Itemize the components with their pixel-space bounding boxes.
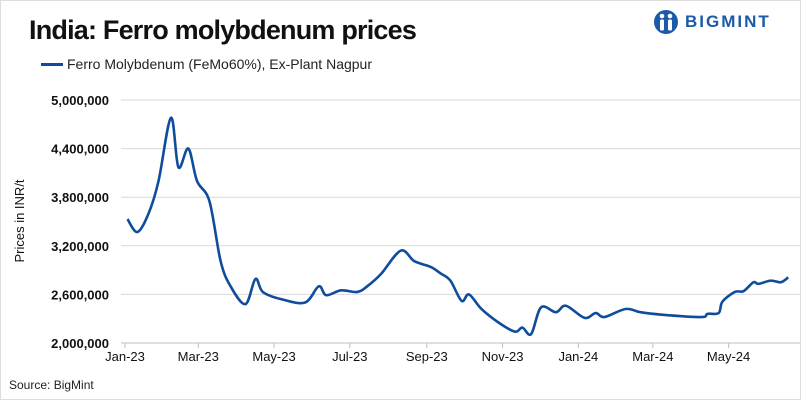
chart-title: India: Ferro molybdenum prices xyxy=(29,15,417,45)
legend: Ferro Molybdenum (FeMo60%), Ex-Plant Nag… xyxy=(41,56,372,72)
x-tick-label: May-23 xyxy=(252,349,295,364)
legend-swatch xyxy=(41,62,63,66)
y-tick-label: 5,000,000 xyxy=(51,93,109,108)
legend-label: Ferro Molybdenum (FeMo60%), Ex-Plant Nag… xyxy=(67,56,373,72)
y-tick-label: 3,200,000 xyxy=(51,239,109,254)
y-tick-label: 4,400,000 xyxy=(51,142,109,157)
bigmint-logo-icon xyxy=(654,10,678,34)
y-axis-label: Prices in INR/t xyxy=(12,179,27,262)
x-tick-label: May-24 xyxy=(707,349,750,364)
x-tick-label: Jan-24 xyxy=(558,349,598,364)
series-line xyxy=(126,116,790,337)
y-tick-label: 3,800,000 xyxy=(51,190,109,205)
bigmint-logo: BIGMINT xyxy=(653,9,771,35)
x-tick-label: Jan-23 xyxy=(105,349,145,364)
source-note: Source: BigMint xyxy=(9,378,94,392)
y-tick-label: 2,000,000 xyxy=(51,336,109,351)
x-tick-label: Sep-23 xyxy=(406,349,448,364)
y-tick-label: 2,600,000 xyxy=(51,287,109,302)
x-tick-label: Jul-23 xyxy=(332,349,367,364)
x-tick-label: Mar-24 xyxy=(632,349,673,364)
x-tick-label: Mar-23 xyxy=(178,349,219,364)
bigmint-logo-text: BIGMINT xyxy=(685,12,771,31)
x-tick-label: Nov-23 xyxy=(482,349,524,364)
